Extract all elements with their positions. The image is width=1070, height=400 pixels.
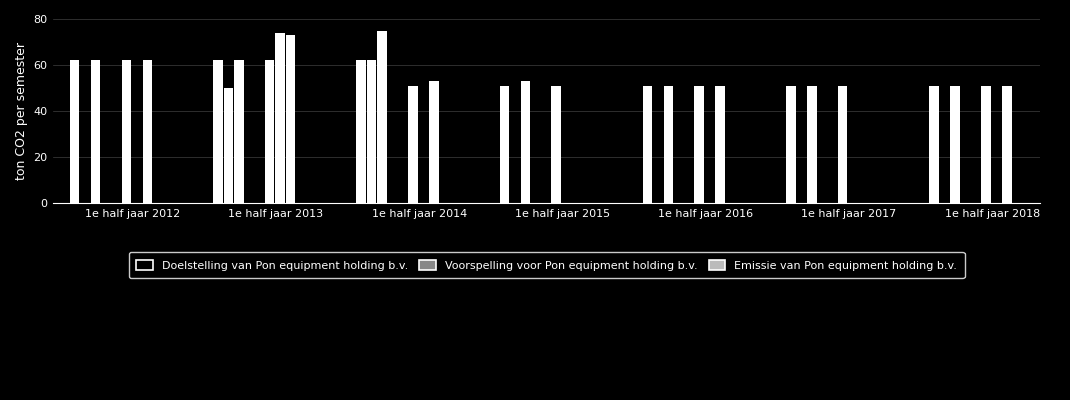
Bar — [838, 86, 847, 203]
Bar — [929, 86, 938, 203]
Bar — [981, 86, 991, 203]
Bar — [275, 33, 285, 203]
Bar — [786, 86, 795, 203]
Bar — [520, 81, 530, 203]
Legend: Doelstelling van Pon equipment holding b.v., Voorspelling voor Pon equipment hol: Doelstelling van Pon equipment holding b… — [128, 252, 965, 278]
Bar — [234, 60, 244, 203]
Bar — [716, 86, 725, 203]
Bar — [408, 86, 417, 203]
Bar — [643, 86, 653, 203]
Bar — [213, 60, 223, 203]
Bar — [807, 86, 816, 203]
Y-axis label: ton CO2 per semester: ton CO2 per semester — [15, 42, 28, 180]
Bar — [694, 86, 704, 203]
Bar — [122, 60, 131, 203]
Bar — [950, 86, 960, 203]
Bar — [429, 81, 439, 203]
Bar — [663, 86, 673, 203]
Bar — [70, 60, 79, 203]
Bar — [142, 60, 152, 203]
Bar — [500, 86, 509, 203]
Bar — [551, 86, 561, 203]
Bar — [91, 60, 101, 203]
Bar — [286, 35, 295, 203]
Bar — [356, 60, 366, 203]
Bar — [1002, 86, 1011, 203]
Bar — [378, 30, 387, 203]
Bar — [264, 60, 274, 203]
Bar — [224, 88, 233, 203]
Bar — [367, 60, 377, 203]
